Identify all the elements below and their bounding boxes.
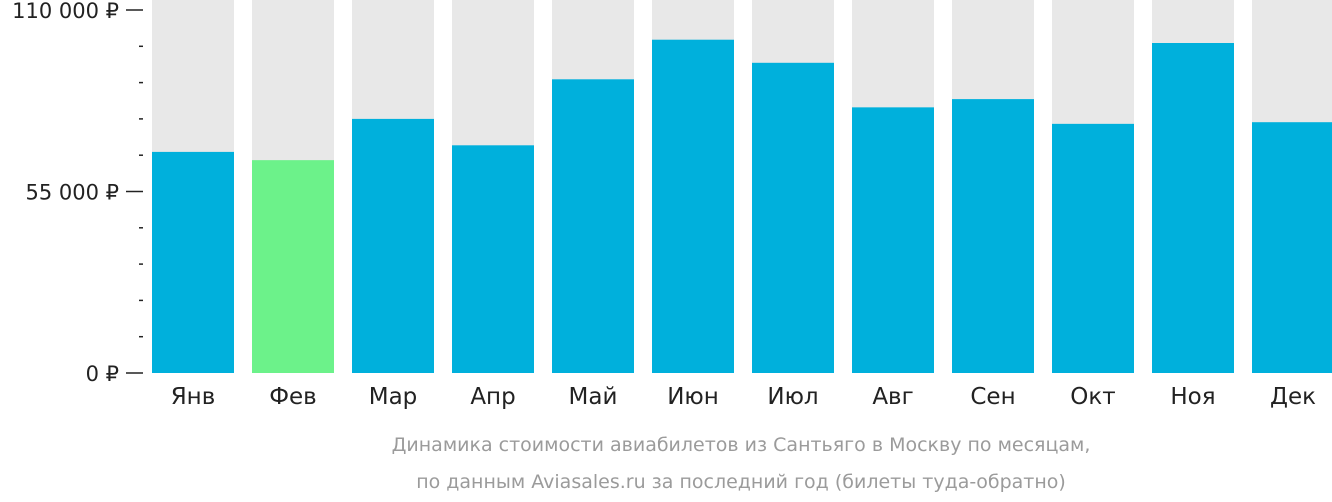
chart-caption-line-2: по данным Aviasales.ru за последний год …: [416, 471, 1066, 493]
x-tick-label: Сен: [970, 384, 1015, 410]
y-tick-label: 0 ₽: [86, 362, 119, 386]
x-tick-label: Окт: [1070, 384, 1115, 410]
y-tick-label: 110 000 ₽: [12, 0, 119, 23]
x-tick-label: Мар: [369, 384, 418, 410]
bar-8[interactable]: [952, 99, 1034, 373]
x-tick-label: Май: [569, 384, 618, 410]
bar-7[interactable]: [852, 107, 934, 373]
bar-9[interactable]: [1052, 123, 1134, 373]
x-tick-label: Апр: [470, 384, 515, 410]
x-tick-label: Июн: [667, 384, 719, 410]
bar-3[interactable]: [452, 145, 534, 373]
bar-0[interactable]: [152, 151, 234, 373]
x-tick-label: Июл: [767, 384, 818, 410]
y-axis: 110 000 ₽ 55 000 ₽ 0 ₽: [12, 0, 143, 386]
x-axis-labels: Янв Фев Мар Апр Май Июн Июл Авг Сен Окт Ноя Дек: [171, 384, 1316, 410]
x-tick-label: Авг: [872, 384, 913, 410]
bar-11[interactable]: [1252, 122, 1332, 373]
bar-2[interactable]: [352, 118, 434, 374]
bars: [152, 39, 1332, 374]
x-tick-label: Фев: [269, 384, 317, 410]
bar-10[interactable]: [1152, 43, 1234, 373]
bar-5[interactable]: [652, 39, 734, 373]
x-tick-label: Янв: [171, 384, 216, 410]
chart-caption-line-1: Динамика стоимости авиабилетов из Сантья…: [392, 434, 1091, 456]
bar-4[interactable]: [552, 79, 634, 374]
x-tick-label: Дек: [1270, 384, 1316, 410]
bar-1[interactable]: [252, 160, 334, 373]
x-tick-label: Ноя: [1170, 384, 1215, 410]
y-tick-label: 55 000 ₽: [25, 181, 119, 205]
bar-6[interactable]: [752, 62, 834, 374]
